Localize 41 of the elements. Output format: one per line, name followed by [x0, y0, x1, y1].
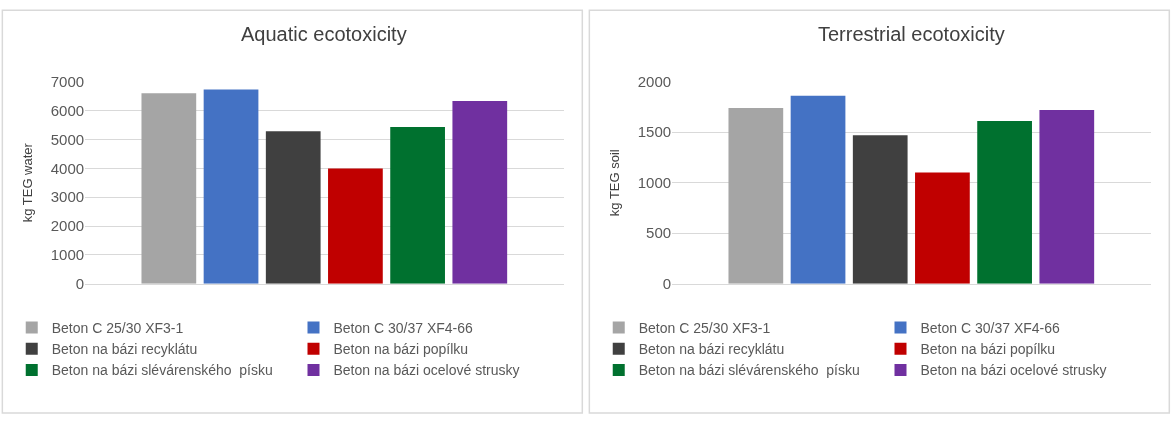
bar	[452, 101, 508, 284]
legend-label: Beton C 30/37 XF4-66	[333, 320, 474, 337]
y-tick-label: 2000	[50, 217, 85, 235]
legend-label: Beton na bázi recyklátu	[638, 341, 785, 358]
bar	[728, 107, 784, 284]
y-tick-label: 2000	[637, 72, 672, 90]
y-tick-label: 4000	[50, 159, 85, 177]
legend-label: Beton na bázi popílku	[333, 341, 469, 358]
y-axis-title: kg TEG water	[19, 142, 35, 223]
y-tick-label: 1000	[637, 173, 672, 191]
bar	[203, 89, 259, 284]
y-tick-label: 0	[662, 274, 672, 292]
bar	[265, 131, 321, 284]
y-tick-label: 3000	[50, 188, 85, 206]
bar	[390, 127, 445, 284]
bar	[1039, 110, 1095, 284]
bar	[141, 93, 197, 284]
bar	[977, 121, 1032, 284]
bar	[852, 135, 908, 284]
chart-title: Terrestrial ecotoxicity	[818, 23, 1005, 45]
y-tick-label: 500	[646, 224, 672, 242]
y-tick-label: 0	[75, 274, 85, 292]
legend-label: Beton C 30/37 XF4-66	[920, 320, 1061, 337]
y-tick-label: 1500	[637, 123, 672, 141]
legend-label: Beton C 25/30 XF3-1	[638, 320, 771, 337]
y-tick-label: 7000	[50, 72, 85, 90]
legend-label: Beton na bázi popílku	[920, 341, 1056, 358]
bar	[790, 95, 846, 284]
legend-label: Beton na bázi ocelové strusky	[333, 362, 520, 379]
legend-label: Beton C 25/30 XF3-1	[51, 320, 184, 337]
legend-label: Beton na bázi ocelové strusky	[920, 362, 1107, 379]
legend-label: Beton na bázi slévárenského písku	[51, 362, 273, 379]
legend-label: Beton na bázi recyklátu	[51, 341, 198, 358]
y-tick-label: 5000	[50, 130, 85, 148]
bar	[915, 172, 970, 284]
y-tick-label: 6000	[50, 101, 85, 119]
bar	[328, 168, 383, 284]
chart-title: Aquatic ecotoxicity	[241, 23, 407, 45]
y-tick-label: 1000	[50, 246, 85, 264]
y-axis-title: kg TEG soil	[606, 149, 622, 217]
legend-label: Beton na bázi slévárenského písku	[638, 362, 860, 379]
